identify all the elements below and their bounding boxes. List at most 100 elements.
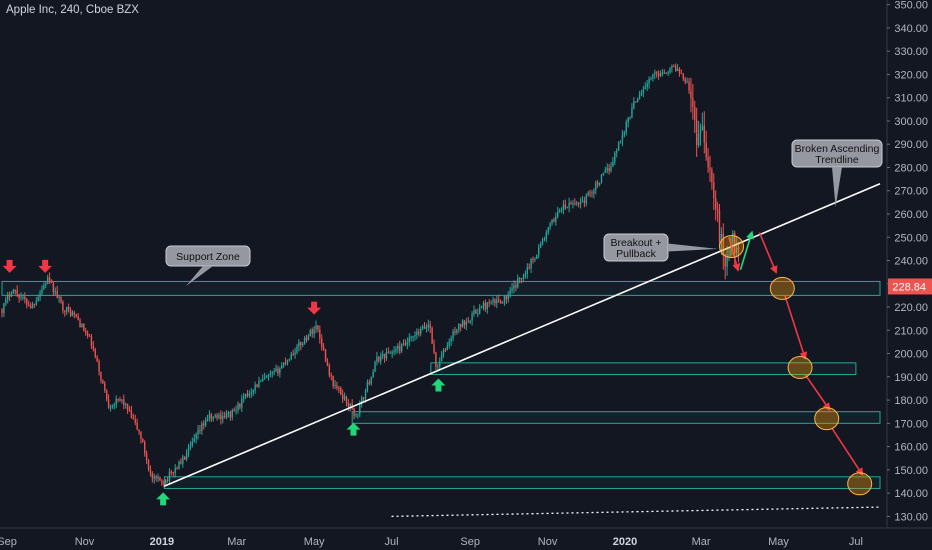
projection-arrow[interactable] — [831, 427, 864, 477]
candle-body — [395, 348, 397, 352]
support-level-zone[interactable] — [163, 476, 881, 489]
candle-body — [623, 132, 626, 135]
candle-body — [256, 384, 258, 387]
candle-body — [332, 376, 334, 387]
candle-body — [730, 242, 732, 256]
candle-body — [7, 294, 9, 300]
dotted-trendline[interactable] — [391, 506, 881, 518]
candle-body — [694, 106, 696, 121]
candle-body — [541, 240, 544, 245]
candle-body — [526, 267, 528, 274]
candle-body — [24, 296, 26, 299]
candle-body — [178, 461, 180, 469]
candle-body — [397, 345, 399, 349]
projection-arrow[interactable] — [784, 295, 808, 361]
support-level-zone[interactable] — [430, 362, 857, 375]
highlight-circle[interactable] — [847, 472, 873, 496]
candle-body — [250, 392, 253, 394]
highlight-circle[interactable] — [787, 356, 813, 380]
projection-arrow[interactable] — [804, 374, 831, 412]
candle-body — [675, 66, 677, 72]
candle-body — [513, 285, 515, 289]
candle-body — [60, 296, 62, 302]
arrow-down-icon — [2, 259, 17, 273]
candle-body — [136, 422, 138, 430]
candle-body — [252, 390, 254, 393]
candle-body — [389, 353, 391, 355]
candle-body — [109, 407, 112, 409]
candle-body — [499, 300, 502, 304]
candle-body — [231, 410, 233, 418]
candle-body — [648, 79, 650, 84]
candle-body — [576, 202, 578, 204]
candle-body — [459, 323, 462, 327]
candle-body — [635, 101, 637, 103]
candle-body — [509, 290, 511, 295]
candle-body — [684, 79, 686, 83]
projection-arrow[interactable] — [728, 237, 741, 272]
candle-body — [16, 290, 18, 295]
candle-body — [140, 431, 142, 439]
candle-body — [374, 361, 376, 372]
candle-body — [166, 480, 169, 482]
candle-body — [520, 278, 523, 280]
candle-body — [328, 364, 331, 376]
callout-breakout-pullback[interactable]: Breakout +Pullback — [603, 233, 718, 262]
candle-body — [126, 403, 129, 411]
candle-body — [463, 320, 466, 326]
candle-body — [212, 416, 214, 419]
candle-body — [558, 210, 561, 212]
candle-body — [210, 414, 213, 419]
candle-body — [182, 456, 184, 464]
projection-arrow[interactable] — [739, 230, 754, 271]
candle-body — [467, 321, 469, 323]
support-level-zone[interactable] — [351, 411, 881, 424]
candle-body — [414, 334, 416, 337]
candle-body — [176, 468, 178, 470]
candle-body — [322, 347, 325, 350]
candle-body — [303, 337, 306, 344]
x-tick-label: Jul — [384, 536, 398, 548]
projection-arrow[interactable] — [758, 232, 778, 274]
highlight-circle[interactable] — [719, 235, 745, 259]
candle-body — [536, 254, 538, 259]
candle-body — [490, 301, 492, 303]
candle-body — [452, 331, 454, 339]
candle-body — [507, 294, 509, 300]
callout-support-zone[interactable]: Support Zone — [165, 245, 251, 287]
candle-body — [64, 310, 66, 312]
candle-body — [537, 247, 540, 255]
candle-body — [699, 129, 702, 134]
candle-body — [31, 303, 34, 309]
candle-body — [262, 378, 264, 381]
y-tick-label: 290.00 — [894, 139, 928, 151]
candle-body — [185, 453, 188, 460]
callout-breakout-pullback-text: Breakout + — [610, 237, 661, 249]
x-tick-label: May — [768, 536, 789, 548]
candle-body — [149, 469, 152, 474]
candle-body — [225, 412, 228, 418]
candle-body — [123, 399, 125, 405]
candle-body — [606, 167, 608, 171]
candle-body — [29, 306, 32, 309]
candle-body — [290, 354, 292, 359]
candle-body — [692, 98, 694, 107]
candle-body — [732, 233, 734, 243]
candle-body — [589, 192, 591, 194]
highlight-circle[interactable] — [769, 276, 795, 300]
support-zone[interactable] — [1, 280, 881, 296]
candle-body — [638, 94, 641, 99]
candle-body — [161, 480, 163, 484]
highlight-circle[interactable] — [814, 407, 840, 431]
candle-body — [703, 125, 705, 143]
candle-body — [528, 267, 530, 269]
candle-body — [737, 247, 740, 250]
candle-body — [688, 81, 690, 91]
candle-body — [402, 343, 405, 345]
candle-body — [496, 299, 498, 304]
candle-body — [667, 72, 669, 74]
candle-body — [235, 409, 237, 411]
